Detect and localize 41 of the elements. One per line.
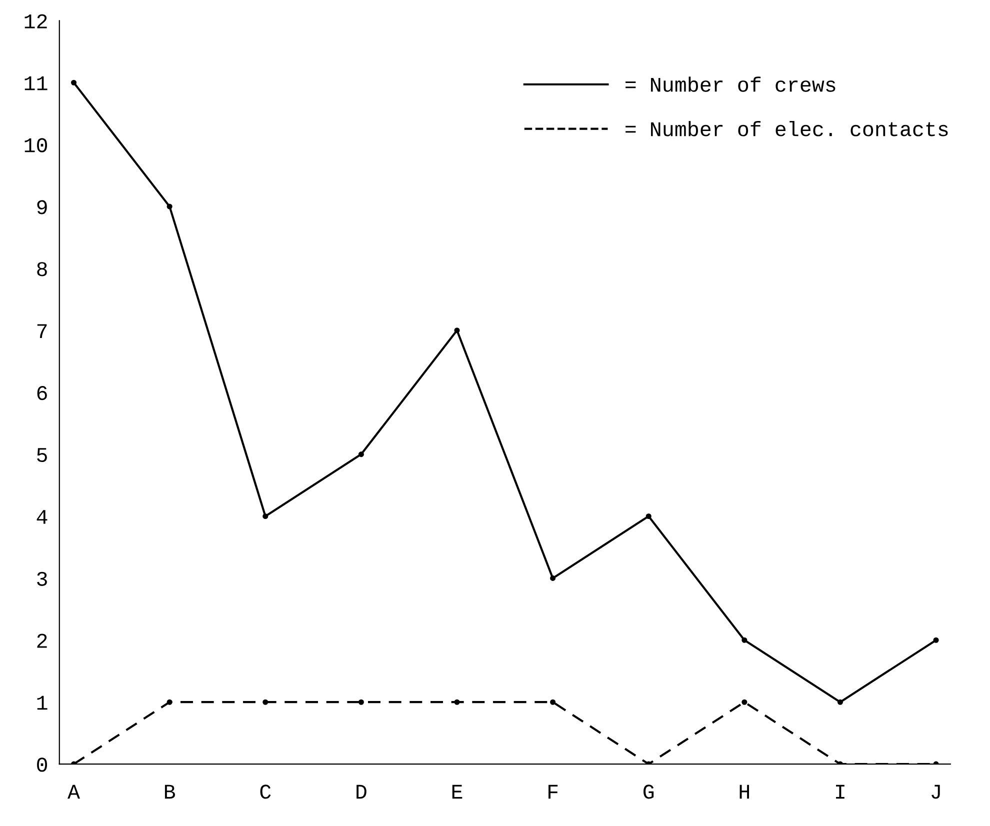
x-tick-label: E <box>452 784 462 799</box>
point <box>550 575 556 581</box>
point <box>70 80 77 86</box>
y-tick-label: 4 <box>36 510 48 524</box>
y-tick-label: 5 <box>37 448 47 462</box>
x-tick-label: H <box>740 784 750 799</box>
y-tick-label: 10 <box>24 138 48 152</box>
point <box>262 699 268 705</box>
point <box>358 699 364 705</box>
y-tick-label: 9 <box>37 200 47 214</box>
point <box>837 699 843 705</box>
point <box>358 452 364 458</box>
x-tick-label: B <box>164 784 176 799</box>
y-tick-label: 2 <box>37 634 47 648</box>
y-tick-label: 6 <box>37 386 47 400</box>
x-tick-label: J <box>932 784 940 799</box>
y-tick-label: 7 <box>37 324 47 338</box>
x-tick-label: F <box>548 784 558 799</box>
x-tick-label: D <box>356 784 366 799</box>
point <box>550 699 556 705</box>
point <box>742 699 748 705</box>
x-tick-label: I <box>836 784 844 799</box>
point <box>646 513 652 520</box>
y-tick-label: 0 <box>37 758 48 772</box>
point <box>933 637 939 643</box>
y-tick-label: 12 <box>24 14 47 28</box>
point <box>742 637 748 643</box>
legend-label: = Number of crews <box>626 76 836 92</box>
point <box>454 328 460 334</box>
y-tick-label: 11 <box>24 76 48 90</box>
point <box>166 204 172 210</box>
x-tick-label: G <box>644 784 654 799</box>
point <box>454 699 460 705</box>
legend-label: = Number of elec. contacts <box>626 120 948 136</box>
y-tick-label: 1 <box>37 696 48 710</box>
x-tick-label: C <box>260 784 271 799</box>
point <box>262 513 268 520</box>
y-tick-label: 8 <box>37 262 47 276</box>
y-tick-label: 3 <box>37 572 47 586</box>
point <box>166 699 172 705</box>
x-tick-label: A <box>68 784 80 799</box>
